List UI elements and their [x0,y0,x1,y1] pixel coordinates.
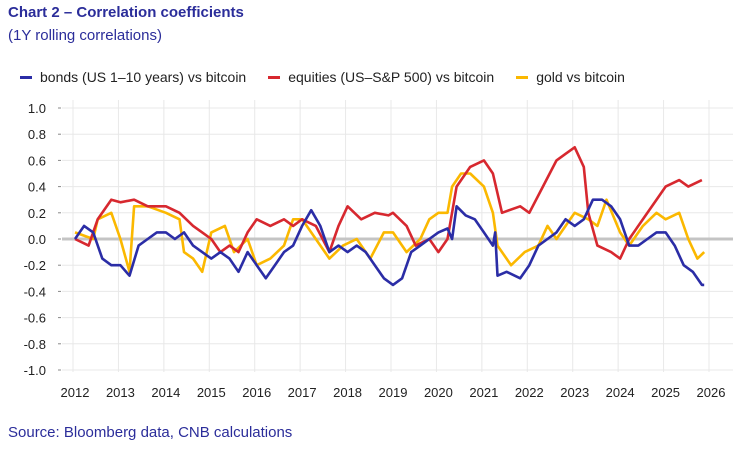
legend-item-bonds: bonds (US 1–10 years) vs bitcoin [20,69,246,85]
y-tick-label: -0.4 [24,284,46,299]
x-tick-label: 2020 [424,385,453,400]
legend: bonds (US 1–10 years) vs bitcoin equitie… [20,69,740,85]
legend-item-equities: equities (US–S&P 500) vs bitcoin [268,69,494,85]
y-tick-label: -1.0 [24,363,46,378]
x-tick-label: 2022 [515,385,544,400]
legend-label-equities: equities (US–S&P 500) vs bitcoin [288,69,495,85]
y-tick-label: 1.0 [28,101,46,116]
series-line-equities [74,146,703,260]
chart-title: Chart 2 – Correlation coefficients [8,4,244,21]
x-tick-label: 2013 [106,385,135,400]
legend-label-bonds: bonds (US 1–10 years) vs bitcoin [40,69,247,85]
legend-swatch-equities [268,75,281,79]
y-tick-label: 0.6 [28,153,46,168]
y-tick-label: -0.2 [24,258,46,273]
y-tick-label: 0.0 [28,232,46,247]
x-tick-label: 2012 [61,385,90,400]
legend-swatch-bonds [20,75,32,79]
x-tick-label: 2014 [151,385,180,400]
x-tick-label: 2017 [288,385,317,400]
chart-subtitle: (1Y rolling correlations) [8,27,162,44]
x-tick-label: 2023 [560,385,589,400]
y-tick-label: 0.4 [28,180,46,195]
legend-swatch-gold [516,75,529,79]
x-tick-label: 2025 [651,385,680,400]
x-tick-label: 2021 [469,385,498,400]
y-tick-label: -0.8 [24,337,46,352]
y-tick-label: -0.6 [24,311,46,326]
legend-item-gold: gold vs bitcoin [516,69,625,85]
source-note: Source: Bloomberg data, CNB calculations [8,424,293,441]
x-tick-label: 2019 [379,385,408,400]
x-tick-label: 2018 [333,385,362,400]
legend-label-gold: gold vs bitcoin [536,69,625,85]
x-tick-label: 2015 [197,385,226,400]
y-tick-label: 0.2 [28,206,46,221]
y-tick-label: 0.8 [28,127,46,142]
series-line-bonds [73,198,705,287]
series-line-gold [74,172,706,274]
x-tick-label: 2026 [697,385,726,400]
x-tick-label: 2024 [606,385,635,400]
x-tick-label: 2016 [242,385,271,400]
